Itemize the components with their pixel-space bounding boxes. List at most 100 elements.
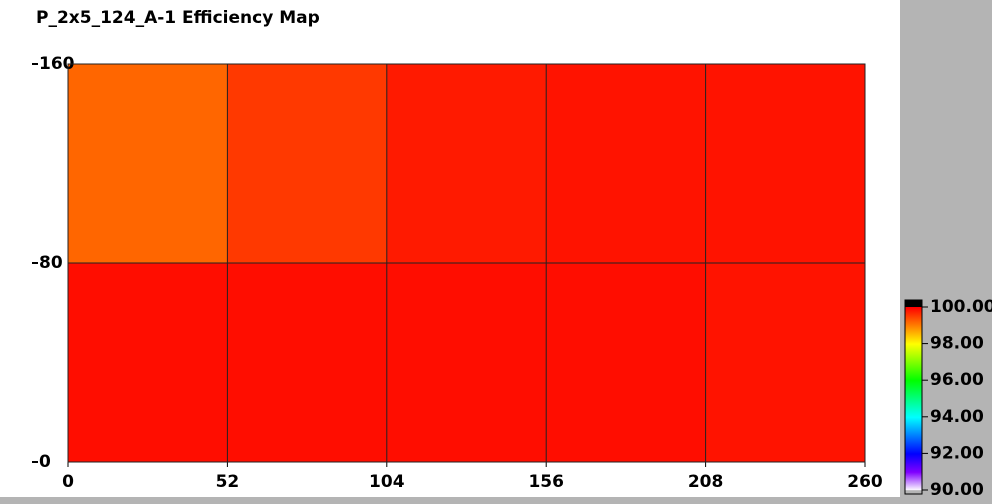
colorbar-strip bbox=[905, 371, 922, 373]
colorbar-strip bbox=[905, 472, 922, 474]
colorbar-strip bbox=[905, 364, 922, 366]
colorbar-strip bbox=[905, 321, 922, 323]
colorbar-strip bbox=[905, 447, 922, 449]
colorbar-strip bbox=[905, 408, 922, 410]
colorbar-strip bbox=[905, 457, 922, 459]
colorbar-strip bbox=[905, 428, 922, 430]
colorbar-strip bbox=[905, 387, 922, 389]
colorbar-strip bbox=[905, 400, 922, 402]
colorbar-strip bbox=[905, 417, 922, 419]
colorbar-strip bbox=[905, 388, 922, 390]
colorbar-strip bbox=[905, 353, 922, 355]
colorbar-strip bbox=[905, 329, 922, 331]
chart-title: P_2x5_124_A-1 Efficiency Map bbox=[36, 8, 320, 28]
colorbar-tick-label: 90.00 bbox=[930, 480, 984, 500]
colorbar-strip bbox=[905, 437, 922, 439]
colorbar-strip bbox=[905, 399, 922, 401]
colorbar-strip bbox=[905, 310, 922, 312]
colorbar-strip bbox=[905, 324, 922, 326]
colorbar-strip bbox=[905, 330, 922, 332]
colorbar-strip bbox=[905, 406, 922, 408]
colorbar-strip bbox=[905, 420, 922, 422]
colorbar-strip bbox=[905, 336, 922, 338]
colorbar-strip bbox=[905, 443, 922, 445]
colorbar-strip bbox=[905, 444, 922, 446]
colorbar-strip bbox=[905, 374, 922, 376]
colorbar-strip bbox=[905, 486, 922, 488]
colorbar-strip bbox=[905, 316, 922, 318]
colorbar-strip bbox=[905, 396, 922, 398]
colorbar-strip bbox=[905, 401, 922, 403]
colorbar-strip bbox=[905, 366, 922, 368]
heat-cell bbox=[227, 64, 387, 263]
colorbar-strip bbox=[905, 368, 922, 370]
colorbar-strip bbox=[905, 369, 922, 371]
colorbar-strip bbox=[905, 313, 922, 315]
colorbar-strip bbox=[905, 430, 922, 432]
colorbar-strip bbox=[905, 479, 922, 481]
heat-cell bbox=[705, 263, 865, 462]
colorbar-tick-label: 96.00 bbox=[930, 370, 984, 390]
colorbar-strip bbox=[905, 478, 922, 480]
colorbar-strip bbox=[905, 460, 922, 462]
x-tick-label: 156 bbox=[528, 472, 564, 492]
colorbar-strip bbox=[905, 320, 922, 322]
colorbar-strip bbox=[905, 451, 922, 453]
colorbar-strip bbox=[905, 382, 922, 384]
x-tick-label: 0 bbox=[62, 472, 74, 492]
colorbar-strip bbox=[905, 438, 922, 440]
colorbar-strip bbox=[905, 483, 922, 485]
colorbar-strip bbox=[905, 354, 922, 356]
colorbar-strip bbox=[905, 474, 922, 476]
x-tick-label: 260 bbox=[847, 472, 883, 492]
y-tick-label: 80 bbox=[39, 253, 63, 273]
colorbar-strip bbox=[905, 351, 922, 353]
colorbar-strip bbox=[905, 422, 922, 424]
colorbar-strip bbox=[905, 414, 922, 416]
colorbar-strip bbox=[905, 350, 922, 352]
colorbar-strip bbox=[905, 367, 922, 369]
colorbar-strip bbox=[905, 453, 922, 455]
colorbar-strip bbox=[905, 461, 922, 463]
colorbar-strip bbox=[905, 418, 922, 420]
colorbar-frame bbox=[904, 299, 923, 495]
colorbar-strip bbox=[905, 386, 922, 388]
colorbar-strip bbox=[905, 372, 922, 374]
colorbar-strip bbox=[905, 473, 922, 475]
colorbar-strip bbox=[905, 348, 922, 350]
colorbar-strip bbox=[905, 484, 922, 486]
bottom-strip bbox=[0, 497, 900, 504]
colorbar-strip bbox=[905, 328, 922, 330]
colorbar-strip bbox=[905, 362, 922, 364]
heat-cell bbox=[68, 263, 228, 462]
heat-cell bbox=[546, 263, 706, 462]
colorbar-strip bbox=[905, 404, 922, 406]
colorbar-strip bbox=[905, 469, 922, 471]
colorbar-strip bbox=[905, 343, 922, 345]
colorbar-strip bbox=[905, 346, 922, 348]
colorbar-strip bbox=[905, 463, 922, 465]
colorbar-strip bbox=[905, 471, 922, 473]
colorbar-strip bbox=[905, 421, 922, 423]
colorbar-strip bbox=[905, 489, 922, 491]
colorbar-strip bbox=[905, 450, 922, 452]
colorbar-strip bbox=[905, 314, 922, 316]
colorbar-strip bbox=[905, 370, 922, 372]
colorbar-strip bbox=[905, 435, 922, 437]
colorbar-strip bbox=[905, 429, 922, 431]
colorbar-strip bbox=[905, 327, 922, 329]
colorbar-strip bbox=[905, 377, 922, 379]
colorbar-strip bbox=[905, 318, 922, 320]
colorbar-strip bbox=[905, 475, 922, 477]
colorbar-strip bbox=[905, 481, 922, 483]
colorbar-strip bbox=[905, 413, 922, 415]
colorbar-strip bbox=[905, 380, 922, 382]
colorbar-strip bbox=[905, 337, 922, 339]
colorbar-strip bbox=[905, 466, 922, 468]
colorbar-strip bbox=[905, 356, 922, 358]
colorbar-strip bbox=[905, 455, 922, 457]
colorbar-strip bbox=[905, 390, 922, 392]
colorbar-strip bbox=[905, 335, 922, 337]
colorbar-strip bbox=[905, 352, 922, 354]
